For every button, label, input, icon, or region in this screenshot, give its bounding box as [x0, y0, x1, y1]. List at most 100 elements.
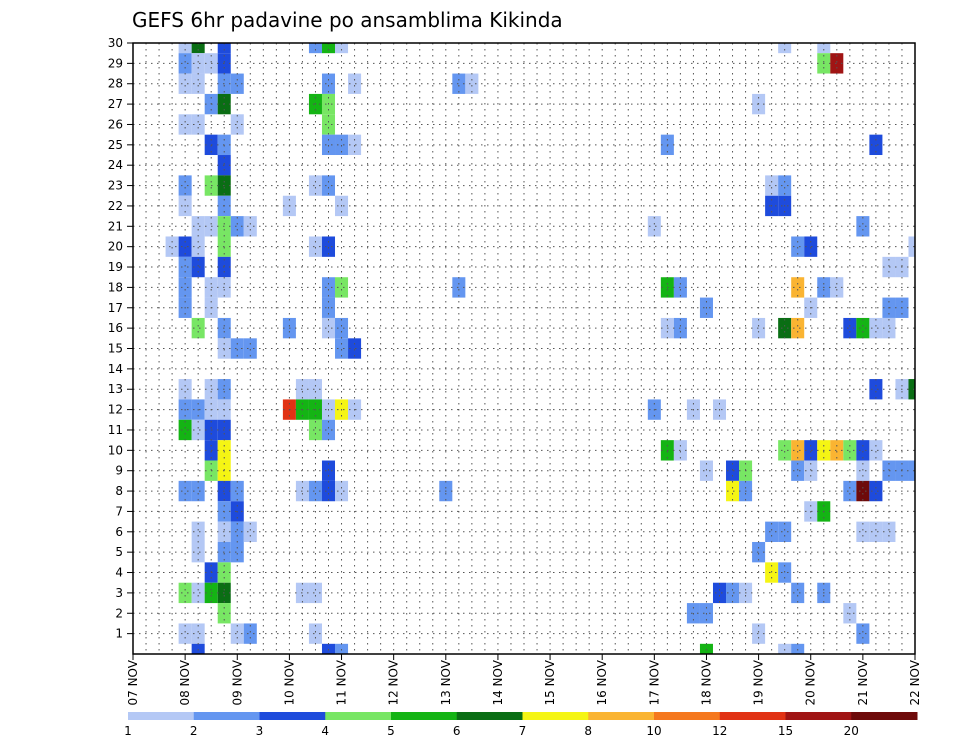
heatmap-cell — [752, 317, 766, 339]
heatmap-cell — [321, 43, 336, 54]
heatmap-cell — [191, 216, 205, 237]
x-tick-label: 18 NOV — [699, 659, 713, 705]
heatmap-cell — [321, 114, 336, 135]
y-tick-label: 9 — [115, 464, 123, 478]
heatmap-cell — [308, 623, 322, 644]
y-tick-label: 12 — [108, 403, 123, 417]
heatmap-cell — [908, 236, 915, 257]
x-tick-label: 16 NOV — [595, 659, 609, 705]
legend-label: 15 — [778, 724, 793, 738]
y-tick-label: 23 — [108, 179, 123, 193]
legend-swatch — [522, 712, 589, 720]
heatmap-cell — [308, 419, 322, 441]
legend-swatch — [851, 712, 918, 720]
y-tick-label: 20 — [108, 240, 123, 254]
x-tick-label: 09 NOV — [230, 659, 244, 705]
heatmap-cell — [230, 480, 244, 502]
heatmap-cell — [243, 521, 257, 542]
heatmap-cell — [843, 317, 857, 339]
legend-label: 3 — [256, 724, 264, 738]
heatmap-cell — [217, 43, 231, 54]
heatmap-cell — [765, 521, 779, 542]
y-tick-label: 16 — [108, 321, 123, 335]
heatmap-cell — [230, 541, 244, 563]
heatmap-cell — [869, 480, 883, 502]
heatmap-cell — [335, 43, 349, 54]
heatmap-cell — [321, 236, 336, 257]
x-tick-label: 08 NOV — [178, 659, 192, 705]
x-tick-label: 11 NOV — [335, 659, 349, 705]
heatmap-cell — [321, 134, 336, 156]
heatmap-cell — [752, 541, 766, 563]
heatmap-cell — [230, 338, 244, 359]
heatmap-cell — [191, 521, 205, 542]
heatmap-cell — [230, 114, 244, 135]
heatmap-cell — [191, 43, 205, 54]
heatmap-cell — [191, 419, 205, 441]
heatmap-cell — [791, 460, 805, 481]
heatmap-cell — [308, 43, 322, 54]
heatmap-cell — [843, 440, 857, 461]
heatmap-cell — [178, 480, 192, 502]
legend-label: 6 — [453, 724, 461, 738]
y-tick-label: 10 — [108, 443, 123, 457]
heatmap-cell — [178, 419, 192, 441]
heatmap-cell — [321, 317, 336, 339]
heatmap-cell — [882, 317, 896, 339]
heatmap-cell — [778, 317, 792, 339]
heatmap-cell — [726, 460, 740, 481]
y-tick-label: 22 — [108, 199, 123, 213]
heatmap-cell — [191, 73, 205, 94]
heatmap-cell — [335, 643, 349, 654]
y-tick-label: 18 — [108, 280, 123, 294]
legend-swatch — [128, 712, 195, 720]
x-tick-label: 07 NOV — [126, 659, 140, 705]
heatmap-cell — [778, 562, 792, 583]
y-tick-label: 14 — [108, 362, 123, 376]
heatmap-cell — [178, 43, 192, 54]
heatmap-cell — [647, 216, 661, 237]
y-tick-label: 28 — [108, 77, 123, 91]
heatmap-cell — [348, 134, 362, 156]
x-tick-label: 20 NOV — [804, 659, 818, 705]
legend-swatch — [325, 712, 392, 720]
heatmap-cell — [843, 480, 857, 502]
y-tick-label: 13 — [108, 382, 123, 396]
heatmap-cell — [178, 236, 192, 257]
heatmap-cell — [908, 460, 915, 481]
heatmap-cell — [178, 73, 192, 94]
heatmap-cell — [191, 114, 205, 135]
heatmap-cell — [243, 216, 257, 237]
heatmap-cell — [765, 175, 779, 196]
heatmap-cell — [243, 338, 257, 359]
heatmap-cell — [178, 114, 192, 135]
heatmap-cell — [791, 440, 805, 461]
y-tick-label: 4 — [115, 566, 123, 580]
gridlines — [133, 42, 915, 654]
heatmap-cell — [191, 541, 205, 563]
heatmap-cell — [308, 379, 322, 400]
heatmap-cell — [191, 236, 205, 257]
x-tick-label: 19 NOV — [752, 659, 766, 705]
y-tick-label: 11 — [108, 423, 123, 437]
heatmap-cell — [165, 236, 179, 257]
heatmap-cell — [178, 175, 192, 196]
heatmap-cell — [321, 419, 336, 441]
y-tick-label: 30 — [108, 36, 123, 50]
y-tick-label: 17 — [108, 301, 123, 315]
x-tick-label: 12 NOV — [387, 659, 401, 705]
heatmap-cell — [856, 521, 870, 542]
y-tick-label: 15 — [108, 342, 123, 356]
heatmap-cell — [335, 338, 349, 359]
heatmap-cell — [804, 236, 818, 257]
heatmap-cell — [830, 277, 844, 298]
heatmap-cell — [230, 73, 244, 94]
legend-label: 7 — [519, 724, 527, 738]
legend-swatch — [193, 712, 260, 720]
heatmap-cell — [191, 53, 205, 74]
y-tick-label: 5 — [115, 545, 123, 559]
heatmap-cell — [856, 480, 870, 502]
legend-label: 8 — [584, 724, 592, 738]
heatmap-cell — [908, 379, 915, 400]
heatmap-cell — [791, 277, 805, 298]
